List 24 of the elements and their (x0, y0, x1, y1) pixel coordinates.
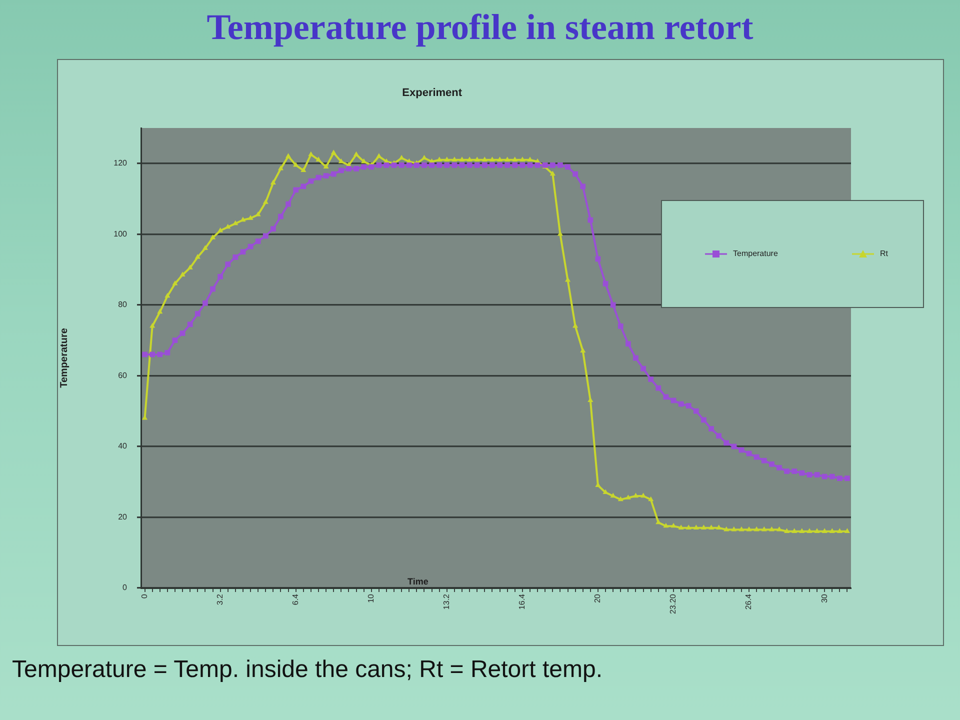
x-tick-label: 30 (820, 593, 829, 603)
chart-subtitle: Experiment (402, 87, 462, 100)
y-tick-label: 40 (118, 442, 128, 451)
legend-label: Rt (880, 249, 888, 259)
x-tick-label: 16.4 (518, 593, 527, 610)
y-tick-label: 100 (114, 229, 128, 238)
legend-label: Temperature (733, 249, 778, 259)
x-tick-label: 6.4 (291, 593, 300, 606)
x-tick-label: 26.4 (744, 593, 754, 610)
x-tick-label: 23.20 (668, 593, 678, 614)
y-tick-label: 80 (118, 300, 128, 310)
x-tick-label: 10 (366, 593, 376, 603)
x-tick-label: 3.2 (216, 593, 225, 606)
y-axis-title: Temperature (58, 328, 70, 388)
y-tick-label: 120 (114, 158, 128, 168)
y-tick-label: 20 (118, 512, 128, 522)
y-tick-label: 60 (118, 370, 128, 380)
x-axis-title: Time (407, 576, 428, 586)
chart-title: Temperature profile in steam retort (206, 6, 754, 48)
x-tick-label: 0 (140, 593, 149, 598)
x-tick-label: 20 (593, 593, 602, 603)
y-tick-label: 0 (122, 583, 128, 592)
x-tick-label: 13.2 (442, 593, 452, 610)
text: Temperature = Temp. inside the cans; Rt = Retort temp. (12, 655, 603, 685)
